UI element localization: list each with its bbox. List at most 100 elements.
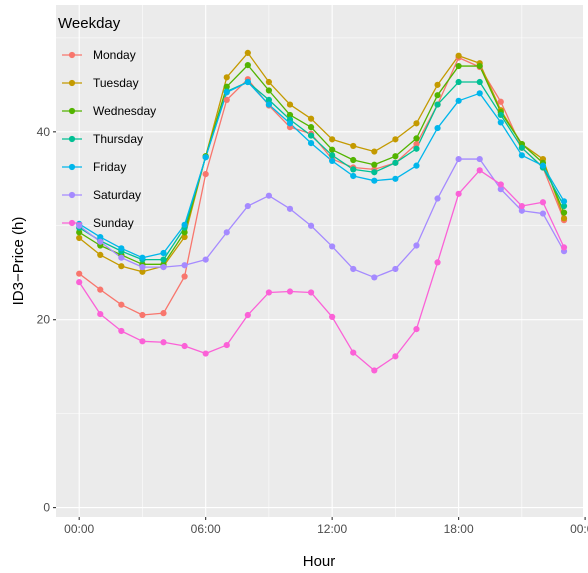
data-point-thursday	[560, 202, 568, 210]
data-point-wednesday	[329, 146, 336, 153]
data-point-sunday	[76, 279, 83, 286]
data-point-sunday	[265, 289, 273, 296]
data-point-saturday	[497, 186, 504, 193]
data-point-wednesday	[455, 62, 462, 70]
data-point-monday	[139, 311, 146, 319]
data-point-saturday	[181, 262, 188, 269]
data-point-thursday	[413, 145, 420, 152]
data-point-tuesday	[371, 148, 378, 155]
data-point-sunday	[118, 327, 125, 335]
data-point-sunday	[244, 311, 251, 319]
data-point-friday	[307, 140, 315, 147]
data-point-monday	[413, 140, 420, 148]
data-point-thursday	[434, 101, 441, 108]
data-point-tuesday	[286, 101, 294, 108]
data-point-wednesday	[434, 92, 441, 99]
data-point-monday	[497, 98, 504, 105]
x-tick-label: 18:00	[444, 522, 474, 536]
legend-label-monday: Monday	[93, 48, 136, 62]
legend-key-point-sunday	[68, 219, 76, 227]
data-point-saturday	[223, 229, 230, 236]
data-point-saturday	[539, 210, 547, 217]
legend-label-saturday: Saturday	[93, 188, 141, 202]
x-tick-label: 12:00	[317, 522, 347, 536]
data-point-friday	[539, 162, 547, 169]
data-point-monday	[160, 310, 167, 317]
data-point-thursday	[307, 132, 315, 139]
data-point-thursday	[329, 152, 336, 159]
legend: Weekday Monday Tuesday Wednesday Thursday Fr…	[58, 15, 156, 230]
data-point-tuesday	[265, 78, 273, 86]
x-tick-label: 00:00	[64, 522, 94, 536]
data-point-tuesday	[455, 52, 462, 59]
data-point-sunday	[434, 259, 441, 266]
y-axis-title: ID3−Price (h)	[10, 217, 27, 306]
data-point-tuesday	[434, 81, 441, 88]
data-point-friday	[202, 154, 209, 161]
x-axis-title: Hour	[303, 553, 336, 570]
data-point-friday	[181, 221, 188, 228]
data-point-friday	[560, 198, 568, 205]
data-point-friday	[350, 172, 357, 180]
data-point-saturday	[371, 274, 378, 281]
data-point-tuesday	[118, 263, 125, 270]
data-point-thursday	[518, 144, 525, 151]
data-point-saturday	[476, 155, 483, 163]
data-point-tuesday	[139, 268, 146, 275]
data-point-tuesday	[307, 115, 315, 122]
data-point-saturday	[307, 222, 315, 229]
data-point-tuesday	[560, 215, 568, 222]
legend-title: Weekday	[58, 15, 121, 32]
data-point-saturday	[118, 254, 125, 261]
data-point-friday	[286, 120, 294, 127]
legend-label-thursday: Thursday	[93, 132, 143, 146]
data-point-wednesday	[223, 83, 230, 90]
y-tick-label: 40	[37, 125, 51, 139]
data-point-friday	[413, 162, 420, 169]
data-point-wednesday	[286, 111, 294, 119]
y-axis: 0 20 40	[37, 125, 56, 515]
series-layer	[76, 49, 568, 374]
data-point-tuesday	[181, 233, 188, 241]
data-point-tuesday	[329, 136, 336, 143]
data-point-sunday	[329, 313, 336, 320]
data-point-sunday	[476, 167, 483, 174]
data-point-sunday	[413, 326, 420, 333]
data-point-sunday	[455, 190, 462, 197]
series-line-wednesday	[78, 64, 565, 265]
data-point-tuesday	[350, 142, 357, 150]
minor-gridlines	[56, 5, 583, 517]
data-point-wednesday	[76, 229, 83, 236]
series-line-friday	[78, 81, 565, 259]
data-point-tuesday	[392, 136, 399, 143]
data-point-thursday	[371, 169, 378, 176]
data-point-monday	[97, 286, 104, 293]
data-point-saturday	[413, 242, 420, 249]
data-point-friday	[223, 89, 230, 96]
legend-key-point-friday	[68, 163, 76, 171]
data-point-tuesday	[76, 234, 83, 242]
data-point-monday	[181, 273, 188, 280]
data-point-wednesday	[476, 62, 483, 70]
legend-key-point-tuesday	[68, 79, 76, 87]
data-point-saturday	[455, 155, 462, 163]
legend-label-wednesday: Wednesday	[93, 104, 156, 118]
series-line-sunday	[78, 169, 565, 372]
data-point-wednesday	[392, 153, 399, 160]
data-point-tuesday	[244, 49, 251, 57]
data-point-friday	[97, 233, 104, 241]
data-point-friday	[434, 124, 441, 132]
data-point-saturday	[392, 265, 399, 273]
data-point-friday	[392, 175, 399, 182]
data-point-friday	[455, 97, 462, 104]
data-point-thursday	[160, 256, 167, 263]
data-point-friday	[329, 157, 336, 165]
data-point-tuesday	[223, 74, 230, 81]
series-line-saturday	[78, 158, 565, 279]
legend-key-point-monday	[68, 51, 76, 59]
series-line-thursday	[78, 81, 565, 261]
data-point-thursday	[265, 96, 273, 103]
data-point-wednesday	[244, 62, 251, 69]
data-point-saturday	[160, 264, 167, 271]
